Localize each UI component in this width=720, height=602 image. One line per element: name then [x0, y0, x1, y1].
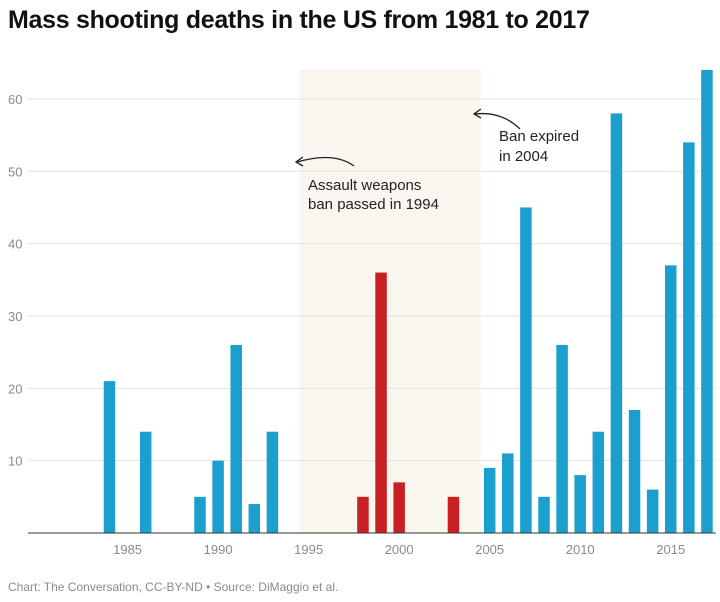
x-axis-tick-labels: 1985 1990 1995 2000 2005 2010 2015	[113, 542, 685, 557]
bar-2015	[664, 265, 677, 533]
bar-2008	[538, 496, 550, 533]
bar-2010	[574, 475, 586, 533]
bar-2011	[592, 431, 605, 533]
bar-2006	[502, 453, 514, 533]
x-tick-label: 2010	[566, 542, 595, 557]
x-tick-label: 2005	[475, 542, 504, 557]
bar-2000	[393, 482, 405, 533]
bar-1984	[103, 381, 116, 533]
annotation-arrowhead-ban-passed	[294, 156, 304, 167]
bar-1986	[139, 431, 152, 533]
x-tick-label: 2015	[656, 542, 685, 557]
y-tick-label: 50	[8, 164, 22, 179]
bar-2012	[610, 113, 623, 533]
bars	[103, 70, 713, 533]
y-tick-label: 30	[8, 309, 22, 324]
bar-2005	[483, 467, 496, 533]
bar-1998	[357, 496, 369, 533]
bar-2016	[683, 142, 695, 533]
annotation-ban-expired-line-2: in 2004	[499, 148, 548, 165]
bar-2009	[556, 344, 568, 533]
y-tick-label: 60	[8, 92, 22, 107]
y-tick-label: 20	[8, 381, 22, 396]
bar-2017	[701, 70, 713, 533]
chart-source-footer: Chart: The Conversation, CC-BY-ND • Sour…	[8, 580, 339, 594]
bar-2014	[646, 489, 659, 533]
annotation-arrow-ban-expired	[474, 112, 521, 130]
bar-1990	[212, 460, 224, 533]
bar-2003	[447, 496, 460, 533]
chart-title: Mass shooting deaths in the US from 1981…	[8, 6, 590, 34]
annotation-arrowhead-ban-expired	[472, 108, 482, 119]
x-tick-label: 2000	[385, 542, 414, 557]
ban-period-shade	[299, 70, 481, 533]
annotation-ban-expired-line-1: Ban expired	[499, 128, 579, 145]
bar-2013	[628, 410, 641, 533]
x-tick-label: 1990	[204, 542, 233, 557]
x-tick-label: 1995	[294, 542, 323, 557]
y-axis-tick-labels: 10 20 30 40 50 60	[8, 92, 22, 469]
bar-2007	[520, 207, 532, 533]
bar-1999	[375, 272, 387, 533]
x-tick-label: 1985	[113, 542, 142, 557]
bar-1991	[230, 344, 242, 533]
bar-1989	[194, 496, 206, 533]
y-tick-label: 10	[8, 454, 22, 469]
y-tick-label: 40	[8, 237, 22, 252]
bar-1993	[266, 431, 279, 533]
annotation-ban-passed-line-1: Assault weapons	[308, 177, 421, 194]
annotation-arrow-ban-passed	[296, 156, 355, 167]
annotation-ban-passed-line-2: ban passed in 1994	[308, 196, 439, 213]
bar-1992	[248, 504, 261, 533]
